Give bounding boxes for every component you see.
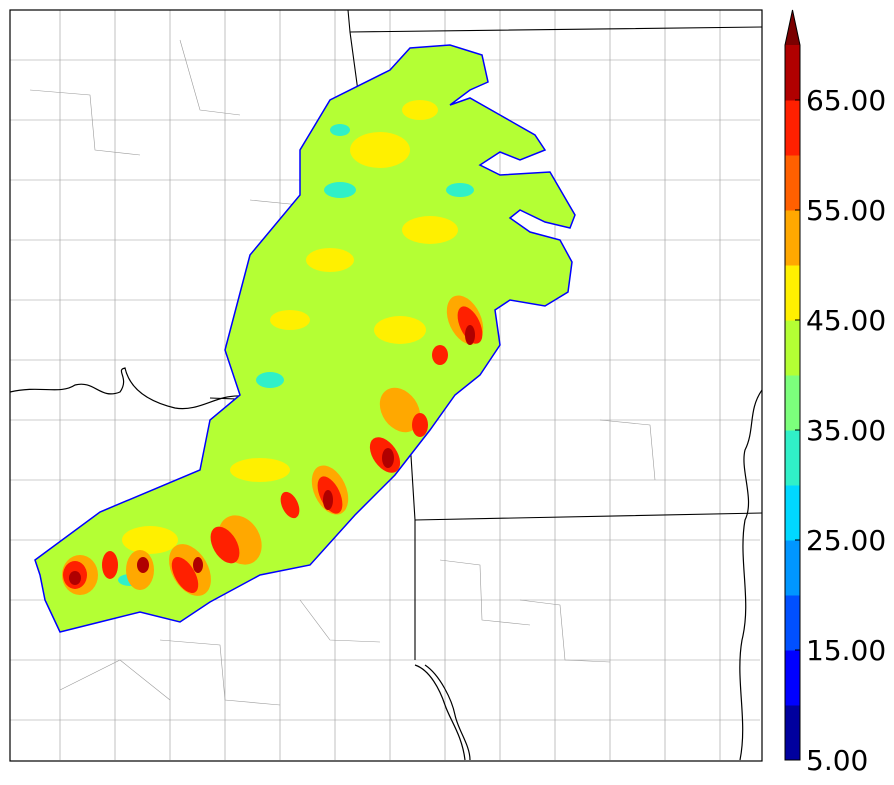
colorbar-tick-label: 35.00: [806, 414, 886, 447]
echo-region: [34, 44, 576, 633]
colorbar-tick-label: 65.00: [806, 84, 886, 117]
reflectivity-field: [34, 44, 576, 633]
colorbar-band: [785, 375, 800, 431]
colorbar-band: [785, 650, 800, 706]
colorbar-band: [785, 485, 800, 541]
colorbar-band: [785, 595, 800, 651]
colorbar-tick-label: 45.00: [806, 304, 886, 337]
colorbar-band: [785, 430, 800, 486]
colorbar: 5.00 15.00 25.00 35.00 45.00 55.00 65.00: [784, 9, 886, 777]
colorbar-band: [785, 705, 800, 761]
yellow-cells: [122, 100, 458, 554]
colorbar-band: [785, 540, 800, 596]
cyan-cells: [118, 124, 474, 586]
colorbar-tick-label: 5.00: [806, 744, 868, 777]
colorbar-band: [785, 320, 800, 376]
colorbar-extend-arrow: [785, 10, 800, 45]
colorbar-band: [785, 100, 800, 156]
colorbar-band: [785, 45, 800, 101]
colorbar-band: [785, 155, 800, 211]
colorbar-band: [785, 210, 800, 266]
colorbar-tick-label: 25.00: [806, 524, 886, 557]
map-panel: [10, 10, 762, 761]
colorbar-tick-label: 55.00: [806, 194, 886, 227]
colorbar-band: [785, 265, 800, 321]
darkred-cells: [69, 325, 475, 585]
map-frame: [9, 9, 763, 762]
colorbar-tick-label: 15.00: [806, 634, 886, 667]
